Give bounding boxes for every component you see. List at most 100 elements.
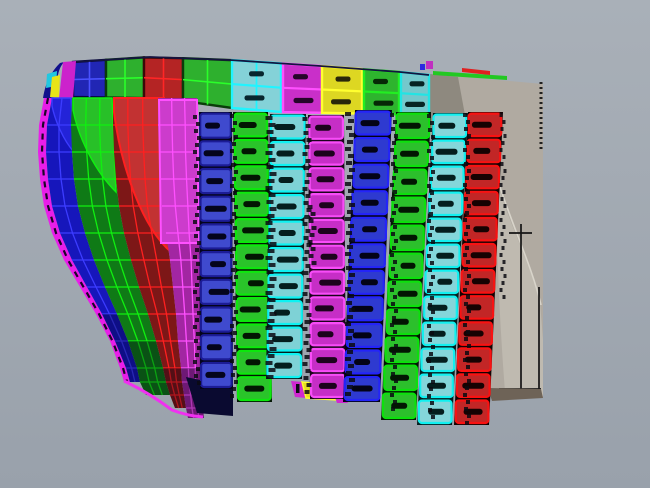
plate-label — [360, 120, 380, 127]
plate-seam — [363, 90, 400, 95]
plate-label — [399, 234, 418, 241]
seam-grid-line — [127, 98, 180, 409]
plate-label — [203, 150, 224, 157]
plate-label — [428, 408, 445, 415]
strake-blue[interactable] — [46, 97, 140, 383]
band-plate-cyan[interactable] — [230, 58, 283, 114]
band-plate-green[interactable] — [362, 68, 401, 116]
column-backdrop — [417, 113, 468, 425]
plate-label — [242, 227, 265, 234]
top-plate-band[interactable] — [71, 56, 431, 117]
plate-label — [391, 402, 408, 409]
plate-label — [427, 304, 448, 311]
plate-label — [313, 150, 335, 157]
transom-strip-red — [462, 68, 490, 75]
band-plate-teal[interactable] — [399, 70, 431, 117]
plate-label — [208, 288, 230, 295]
plate-seam — [400, 92, 430, 97]
band-plate-magenta[interactable] — [281, 62, 324, 115]
plate-label — [242, 332, 261, 339]
plate-label — [316, 357, 338, 364]
plate-label — [245, 359, 261, 366]
column-4-magenta[interactable] — [308, 115, 346, 399]
plate-label — [362, 226, 378, 233]
plate-label — [206, 178, 224, 185]
column-5-blue[interactable] — [343, 110, 392, 402]
seam-scribble-strip — [463, 113, 471, 425]
lower-shading — [102, 314, 140, 382]
plate-label — [471, 200, 491, 207]
seam-scribble-strip — [230, 114, 238, 398]
strake-magenta[interactable] — [157, 97, 204, 419]
seam-grid-line — [58, 97, 136, 383]
column-6-green[interactable] — [381, 112, 431, 420]
band-top-edge — [72, 56, 430, 76]
plate-label — [274, 309, 290, 316]
plate-label — [398, 206, 420, 213]
seam-grid-line — [85, 97, 156, 396]
grid-line — [182, 78, 233, 85]
plate-label — [245, 253, 264, 260]
seam-scribble-strip — [302, 117, 312, 394]
plate-label — [360, 279, 378, 286]
column-7-cyan[interactable] — [417, 113, 468, 425]
sliver-mark — [296, 384, 300, 393]
plate-label — [463, 408, 483, 415]
plate-label — [354, 359, 371, 365]
strake-green[interactable] — [71, 97, 170, 396]
column-1-navy[interactable] — [199, 112, 233, 389]
band-grid-plate-green[interactable] — [104, 56, 146, 100]
shell-bottom-edge — [123, 379, 204, 419]
seam-scribble-strip — [265, 116, 277, 379]
plate-label — [278, 177, 294, 183]
plate-label — [405, 101, 425, 107]
seam-annotations — [193, 112, 507, 425]
plate-label — [320, 253, 338, 260]
plate-label — [205, 122, 220, 129]
plate-label — [317, 331, 334, 338]
grid-line — [105, 76, 145, 80]
seam-grid-line — [142, 98, 183, 409]
plate-label — [359, 252, 380, 259]
hull-strakes[interactable] — [38, 61, 204, 419]
edge-dashes — [40, 97, 129, 383]
plate-label — [316, 176, 335, 183]
plate-label — [401, 178, 418, 185]
plate-label — [315, 124, 332, 131]
plate-seam — [321, 88, 363, 93]
seam-grid-line — [171, 97, 195, 419]
plate-label — [272, 336, 294, 343]
seam-scribble-strip — [499, 113, 507, 299]
plate-label — [400, 262, 416, 269]
plate-seam — [282, 86, 323, 91]
band-grid-plate-red[interactable] — [142, 56, 185, 103]
band-grid-plate-blue[interactable] — [71, 58, 108, 99]
plate-label — [247, 280, 264, 287]
plate-label — [436, 252, 455, 259]
plate-columns[interactable] — [199, 110, 503, 425]
plate-label — [204, 316, 223, 323]
plate-label — [243, 201, 261, 208]
plate-label — [317, 228, 338, 234]
plate-label — [373, 100, 394, 106]
band-plate-yellow[interactable] — [320, 64, 364, 115]
plate-label — [373, 78, 388, 85]
grid-line — [143, 76, 184, 81]
plate-label — [470, 174, 493, 180]
grid-line — [72, 77, 107, 81]
plate-label — [360, 199, 379, 206]
plate-label — [274, 362, 293, 369]
strake-outline-magenta[interactable] — [38, 98, 130, 382]
seam-scribble-strip — [345, 112, 355, 396]
plate-label — [435, 148, 458, 155]
transom-arch-panel — [496, 182, 543, 396]
strake-red[interactable] — [113, 97, 186, 409]
seam-scribble-strip — [390, 113, 398, 411]
plate-label — [436, 174, 456, 181]
plate-label — [400, 150, 419, 157]
plate-label — [438, 122, 456, 129]
seam-grid-line — [98, 97, 163, 396]
plate-label — [435, 226, 456, 233]
